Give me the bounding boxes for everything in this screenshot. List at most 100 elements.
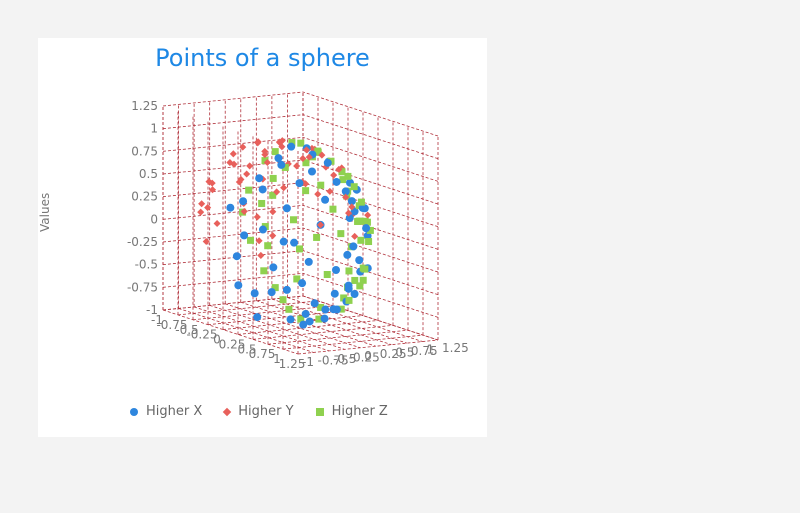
point-higher-y xyxy=(208,179,216,187)
point-higher-z xyxy=(317,181,325,189)
point-higher-x xyxy=(250,289,259,298)
y-tick-label: 1.25 xyxy=(131,99,158,113)
grid-line xyxy=(302,272,439,318)
point-higher-y xyxy=(239,143,247,151)
point-higher-z xyxy=(361,265,369,273)
point-higher-x xyxy=(282,204,291,213)
point-higher-z xyxy=(260,267,268,275)
legend-item-higher-x[interactable]: Higher X xyxy=(130,404,202,419)
point-higher-x xyxy=(239,197,248,206)
grid-line xyxy=(282,334,424,350)
point-higher-x xyxy=(255,174,264,183)
point-higher-z xyxy=(288,139,296,147)
point-higher-y xyxy=(197,208,205,216)
grid-line xyxy=(302,91,439,137)
point-higher-y xyxy=(302,180,310,188)
point-higher-y xyxy=(364,211,372,219)
legend-label: Higher Z xyxy=(331,404,388,419)
point-higher-y xyxy=(273,188,281,196)
legend-marker-circle xyxy=(130,407,138,416)
point-higher-x xyxy=(343,250,352,259)
y-tick-label: -0.5 xyxy=(135,258,158,272)
point-higher-y xyxy=(202,237,210,246)
point-higher-x xyxy=(330,289,339,298)
grid-line xyxy=(162,91,304,107)
legend-label: Higher X xyxy=(146,404,203,419)
point-higher-z xyxy=(258,199,266,207)
grid-line xyxy=(209,304,345,350)
z-tick-label: 0 xyxy=(364,349,372,363)
grid-line xyxy=(302,159,439,205)
point-higher-z xyxy=(359,276,367,284)
point-higher-z xyxy=(297,139,305,147)
grid-line xyxy=(162,182,304,198)
point-higher-y xyxy=(278,137,286,145)
y-tick-label: 0 xyxy=(150,212,158,226)
x-tick-label: -0.75 xyxy=(156,318,187,332)
point-higher-z xyxy=(290,216,298,224)
y-tick-label: -1 xyxy=(146,303,158,317)
point-higher-z xyxy=(271,284,279,292)
point-higher-y xyxy=(314,190,322,198)
grid-line xyxy=(271,298,408,344)
grid-line xyxy=(302,227,439,273)
y-tick-label: 1 xyxy=(150,122,158,136)
grid-line xyxy=(193,306,330,352)
point-higher-x xyxy=(253,313,262,322)
point-higher-y xyxy=(293,162,301,170)
point-higher-z xyxy=(323,270,331,278)
grid-line xyxy=(297,339,439,355)
point-higher-x xyxy=(363,231,372,240)
point-higher-x xyxy=(304,257,313,266)
point-higher-y xyxy=(345,209,353,217)
grid-line xyxy=(256,300,392,346)
point-higher-z xyxy=(296,245,304,253)
x-tick-label: 0.75 xyxy=(249,347,276,361)
point-higher-z xyxy=(344,172,352,180)
point-higher-y xyxy=(213,219,221,228)
point-higher-z xyxy=(345,267,353,275)
z-tick-label: -0.25 xyxy=(349,350,380,364)
grid-line xyxy=(252,324,394,340)
legend-item-higher-z[interactable]: Higher Z xyxy=(315,404,388,419)
point-higher-x xyxy=(345,213,354,222)
point-higher-z xyxy=(363,218,371,226)
point-higher-x xyxy=(298,279,307,288)
grid-line xyxy=(267,329,409,345)
grid-line xyxy=(162,114,304,130)
point-higher-y xyxy=(246,162,254,170)
point-higher-y xyxy=(243,170,251,178)
point-higher-z xyxy=(313,233,321,241)
point-higher-z xyxy=(351,276,359,284)
point-higher-x xyxy=(355,256,364,265)
point-higher-z xyxy=(357,198,365,206)
point-higher-x xyxy=(320,314,329,323)
x-tick-label: 1 xyxy=(273,352,281,366)
point-higher-z xyxy=(355,202,363,210)
point-higher-x xyxy=(299,320,308,329)
grid-line xyxy=(162,250,304,266)
point-higher-y xyxy=(229,150,237,158)
z-tick-label: 0.5 xyxy=(395,346,414,360)
legend-item-higher-y[interactable]: Higher Y xyxy=(223,404,294,419)
grid-line xyxy=(302,182,439,228)
point-higher-z xyxy=(264,242,272,250)
point-higher-z xyxy=(279,296,287,304)
y-tick-label: -0.25 xyxy=(127,235,158,249)
point-higher-x xyxy=(267,288,276,297)
point-higher-x xyxy=(301,309,310,318)
point-higher-z xyxy=(269,174,277,182)
point-higher-z xyxy=(315,315,323,323)
point-higher-z xyxy=(269,191,277,199)
point-higher-x xyxy=(287,142,296,151)
point-higher-z xyxy=(340,294,348,302)
point-higher-x xyxy=(295,179,304,188)
point-higher-y xyxy=(209,186,217,194)
point-higher-z xyxy=(261,157,269,165)
point-higher-z xyxy=(337,230,345,238)
chart-panel: Points of a sphere Higher X Higher Y Hig… xyxy=(38,38,487,437)
point-higher-x xyxy=(321,195,330,204)
point-higher-x xyxy=(341,187,350,196)
point-higher-x xyxy=(332,177,341,186)
point-higher-z xyxy=(317,303,325,311)
